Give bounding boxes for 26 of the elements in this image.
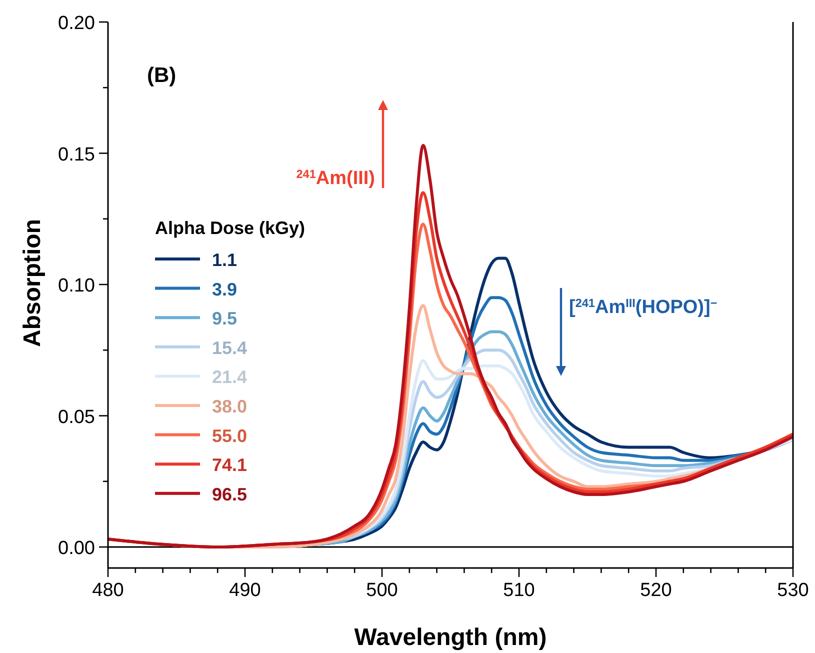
y-tick-label: 0.05 xyxy=(58,406,95,428)
legend-label: 21.4 xyxy=(212,367,248,388)
x-tick-label: 520 xyxy=(640,580,672,601)
x-tick-label: 500 xyxy=(366,580,398,601)
y-tick-label: 0.20 xyxy=(58,13,95,34)
x-axis-title: Wavelength (nm) xyxy=(354,624,547,651)
legend-label: 55.0 xyxy=(212,426,248,446)
legend-label: 74.1 xyxy=(212,455,248,476)
legend-label: 3.9 xyxy=(212,279,238,300)
x-tick-label: 510 xyxy=(503,580,535,601)
legend-label: 9.5 xyxy=(212,308,238,329)
annotation: $^{241}$Am(III) xyxy=(296,168,375,189)
annotation: (B) xyxy=(147,64,176,87)
y-tick-label: 0.15 xyxy=(58,144,95,166)
y-tick-label: 0.00 xyxy=(58,538,95,559)
legend-label: 96.5 xyxy=(212,484,248,504)
x-tick-label: 480 xyxy=(92,580,124,601)
legend-title: Alpha Dose (kGy) xyxy=(155,218,306,238)
legend-label: 15.4 xyxy=(212,338,248,358)
x-tick-label: 490 xyxy=(229,580,261,601)
legend-label: 1.1 xyxy=(212,250,238,270)
annotation: [$^{241}$Am$^{III}$(HOPO)]$^{−}$ xyxy=(569,296,718,318)
x-tick-label: 530 xyxy=(777,580,809,601)
legend-label: 38.0 xyxy=(212,396,248,416)
y-tick-label: 0.10 xyxy=(58,276,95,296)
y-axis-title: Absorption xyxy=(19,219,46,347)
